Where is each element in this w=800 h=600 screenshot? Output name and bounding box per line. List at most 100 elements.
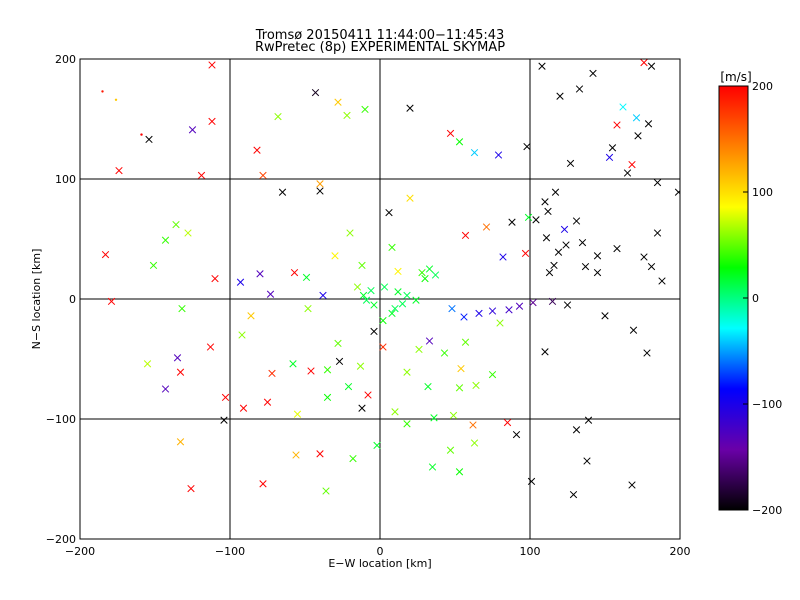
data-point-cross (428, 463, 437, 471)
data-point-cross (292, 451, 300, 459)
data-point-cross (421, 274, 429, 283)
data-point-cross (149, 261, 158, 270)
colorbar-tick-label: −100 (752, 398, 782, 411)
x-tick-label: 100 (520, 545, 541, 558)
data-point-cross (472, 381, 480, 390)
data-point-cross (412, 296, 420, 304)
data-point-cross (187, 484, 195, 493)
data-point-cross (470, 148, 479, 157)
data-point-cross (583, 457, 591, 465)
data-point-cross (343, 111, 351, 120)
data-point-cross (293, 410, 302, 418)
data-point-cross (658, 277, 666, 285)
data-point-cross (556, 92, 564, 100)
data-point-cross (107, 297, 116, 306)
data-point-cross (469, 421, 477, 429)
data-point-cross (515, 302, 524, 310)
data-point-cross (601, 312, 609, 320)
data-point-cross (488, 307, 497, 315)
x-tick-label: 0 (377, 545, 384, 558)
y-tick-label: 200 (55, 53, 76, 66)
data-point-cross (545, 268, 554, 277)
data-point-cross (572, 217, 581, 225)
colorbar-tick-label: −200 (752, 504, 782, 517)
data-point-cross (562, 241, 570, 249)
data-point-cross (316, 450, 324, 458)
data-point-cross (101, 250, 110, 259)
data-point-cross (524, 213, 533, 222)
data-point-cross (161, 385, 170, 393)
data-point-cross (593, 252, 602, 260)
data-point-cross (455, 138, 464, 146)
data-point-cross (143, 360, 152, 368)
data-point-cross (613, 244, 621, 253)
data-point-cross (380, 283, 389, 291)
y-tick-label: −100 (46, 413, 76, 426)
data-point-cross (455, 384, 464, 392)
data-point-cross (572, 426, 581, 434)
colorbar-tick-label: 100 (752, 186, 773, 199)
data-point-cross (331, 252, 339, 260)
data-point-cross (527, 477, 536, 486)
data-point-cross (544, 207, 552, 216)
data-point-cross (431, 271, 440, 279)
data-point-cross (247, 312, 255, 320)
data-point-cross (403, 420, 411, 428)
data-point-cross (307, 367, 315, 375)
data-point-cross (470, 439, 479, 447)
data-point-cross (653, 229, 662, 237)
data-point-cross (619, 103, 627, 111)
data-point-cross (253, 146, 261, 154)
data-point-cross (542, 234, 551, 242)
data-point-cross (460, 313, 468, 321)
data-point-cross (584, 416, 593, 424)
colorbar-label: [m/s] (720, 70, 751, 84)
x-tick-label: −100 (215, 545, 245, 558)
data-point-cross (335, 357, 344, 366)
data-point-cross (674, 188, 680, 196)
data-point-cross (499, 253, 507, 261)
data-point-cross (373, 441, 381, 450)
data-point-cross (304, 304, 312, 313)
data-point-cross (316, 180, 324, 188)
data-point-cross (482, 223, 491, 231)
data-point-cross (608, 144, 617, 152)
data-point-cross (629, 326, 638, 334)
data-point-cross (494, 151, 503, 159)
x-axis: −200 −100 0 100 200 (65, 59, 691, 558)
data-point-cross (349, 454, 357, 463)
data-point (114, 98, 118, 102)
data-point-cross (176, 368, 185, 376)
data-point-cross (508, 218, 516, 226)
data-point-cross (403, 291, 411, 300)
data-point-cross (391, 304, 399, 313)
data-point-cross (398, 300, 407, 308)
colorbar: [m/s] 200 100 0 −100 −200 (718, 70, 782, 517)
data-point-cross (541, 348, 549, 356)
data-point-cross (448, 304, 456, 313)
y-tick-label: 0 (69, 293, 76, 306)
data-point-cross (115, 166, 123, 175)
data-point-cross (461, 231, 470, 240)
data-point-cross (523, 142, 531, 151)
data-point-cross (274, 112, 282, 121)
data-point-cross (613, 121, 621, 129)
data-point-cross (259, 171, 267, 180)
data-point-cross (238, 331, 246, 339)
data-point-cross (364, 391, 372, 399)
data-point-cross (385, 208, 393, 217)
data-point (140, 133, 143, 136)
data-point-cross (563, 301, 572, 309)
data-point-cross (334, 98, 342, 106)
data-point-cross (334, 339, 342, 348)
data-point-cross (569, 490, 578, 499)
data-point-cross (425, 337, 434, 345)
data-point-cross (644, 120, 653, 128)
data-point-cross (176, 438, 185, 446)
data-point-cross (457, 364, 465, 373)
data-point-cross (344, 382, 353, 391)
data-point-cross (391, 408, 399, 416)
data-point-cross (529, 298, 537, 307)
data-point-cross (173, 354, 182, 362)
data-point-cross (538, 62, 546, 70)
